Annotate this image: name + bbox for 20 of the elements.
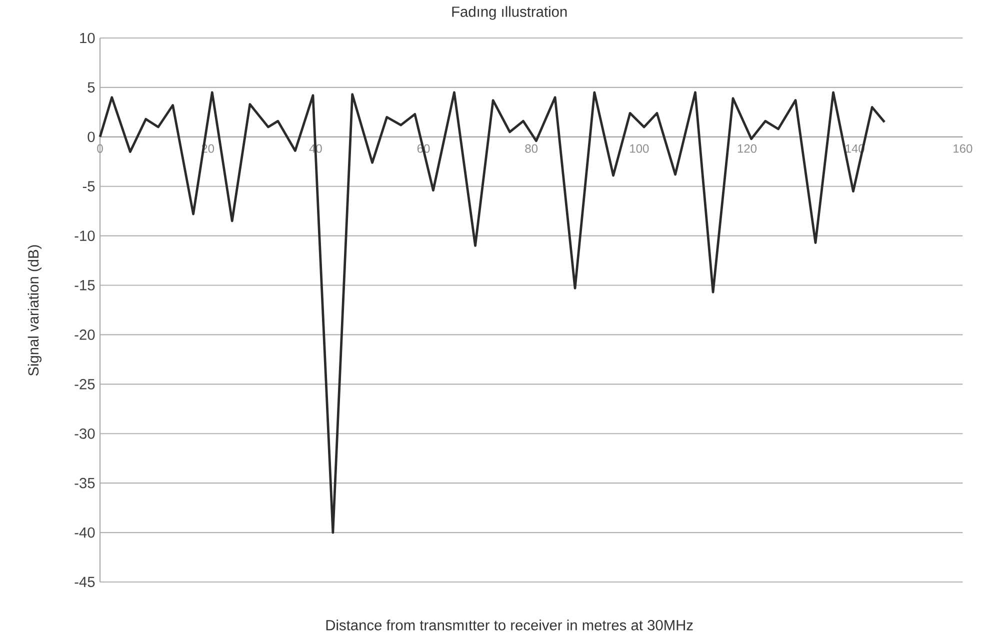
- y-tick-label: 0: [88, 132, 95, 142]
- x-tick-label: 100: [630, 144, 649, 153]
- x-tick-label: 160: [954, 144, 972, 153]
- y-tick-label: -35: [74, 478, 95, 488]
- y-tick-label: -20: [74, 330, 95, 340]
- x-axis-title: Distance from transmıtter to receiver in metres at 30MHz: [326, 620, 693, 630]
- y-tick-label: 5: [88, 82, 95, 93]
- x-tick-label: 80: [525, 144, 538, 153]
- line-series: [98, 91, 886, 534]
- y-tick-label: -10: [74, 230, 95, 242]
- y-tick-label: -25: [74, 378, 95, 390]
- y-tick-label: -40: [74, 527, 95, 538]
- x-tick-label: 120: [738, 144, 757, 153]
- y-tick-label: -5: [82, 181, 95, 192]
- y-tick-label: 10: [80, 32, 95, 44]
- y-tick-label: -45: [74, 576, 95, 588]
- chart-title: Fadıng ıllustration: [452, 6, 567, 20]
- y-tick-label: -30: [74, 428, 95, 439]
- y-axis-title: Signal variation (dB): [28, 245, 42, 376]
- y-tick-label: -15: [74, 280, 95, 290]
